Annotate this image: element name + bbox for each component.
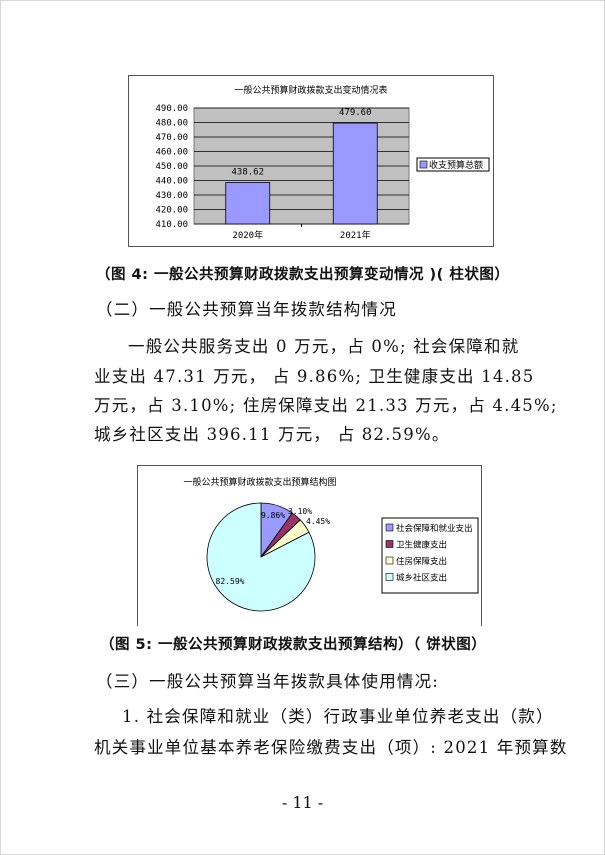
legend-label: 收支预算总额 bbox=[429, 159, 483, 171]
legend-box bbox=[416, 157, 490, 172]
data-label: 3.10% bbox=[288, 507, 312, 516]
y-tick-label: 420.00 bbox=[155, 206, 188, 216]
legend-label: 住房保障支出 bbox=[396, 556, 447, 567]
data-label: 438.62 bbox=[231, 168, 264, 178]
y-tick-label: 480.00 bbox=[155, 119, 188, 129]
legend-label: 城乡社区支出 bbox=[396, 573, 447, 584]
legend-label: 卫生健康支出 bbox=[396, 540, 447, 551]
bar-chart-title: 一般公共预算财政拨款支出变动情况表 bbox=[234, 84, 387, 96]
pie-chart-svg: 一般公共预算财政拨款支出预算结构图 9.86% 3.10%4.45% 82.59% 社… bbox=[183, 476, 479, 612]
y-tick-label: 490.00 bbox=[155, 104, 188, 114]
page-number: - 11 - bbox=[281, 793, 324, 812]
x-tick-label: 2021年 bbox=[340, 229, 371, 241]
paragraph-line: 业支出 47.31 万元， 占 9.86%; 卫生健康支出 14.85 bbox=[94, 367, 535, 386]
pie-slice bbox=[206, 502, 316, 612]
legend-swatch bbox=[385, 523, 394, 532]
y-tick-label: 460.00 bbox=[155, 148, 188, 158]
section-heading-3: （三）一般公共预算当年拨款具体使用情况: bbox=[96, 672, 440, 691]
figure-5-caption: （图 5: 一般公共预算财政拨款支出预算结构）（ 饼状图） bbox=[100, 637, 487, 653]
y-tick-label: 440.00 bbox=[155, 177, 188, 187]
data-label: 4.45% bbox=[306, 517, 330, 526]
x-tick-label: 2020年 bbox=[232, 229, 263, 241]
legend-label: 社会保障和就业支出 bbox=[396, 523, 473, 534]
bar bbox=[225, 182, 271, 225]
paragraph-line: 一般公共服务支出 0 万元，占 0%; 社会保障和就 bbox=[128, 337, 520, 356]
data-label: 82.59% bbox=[216, 577, 245, 586]
section-heading-2: （二）一般公共预算当年拨款结构情况 bbox=[96, 300, 397, 319]
legend-swatch bbox=[385, 573, 394, 581]
bar-chart-svg: 一般公共预算财政拨款支出变动情况表 410.00 420.00 430.00 440.… bbox=[155, 84, 490, 241]
paragraph-line: 机关事业单位基本养老保险缴费支出（项）: 2021 年预算数 bbox=[94, 738, 568, 757]
pie-chart-title: 一般公共预算财政拨款支出预算结构图 bbox=[183, 476, 336, 488]
legend-box bbox=[381, 517, 479, 594]
figure-4-caption: （图 4: 一般公共预算财政拨款支出预算变动情况 )( 柱状图） bbox=[96, 267, 510, 283]
bar-chart: 一般公共预算财政拨款支出变动情况表 410.00 420.00 430.00 440.… bbox=[128, 75, 494, 247]
paragraph-line: 万元，占 3.10%; 住房保障支出 21.33 万元，占 4.45%; bbox=[94, 396, 558, 415]
y-tick-label: 410.00 bbox=[155, 220, 188, 230]
paragraph-line: 1. 社会保障和就业（类）行政事业单位养老支出（款） bbox=[122, 707, 554, 726]
bar bbox=[332, 122, 378, 225]
legend-swatch bbox=[385, 556, 394, 565]
data-label: 9.86% bbox=[261, 511, 285, 520]
legend-swatch bbox=[419, 160, 428, 169]
legend-swatch bbox=[385, 540, 394, 548]
y-tick-label: 470.00 bbox=[155, 133, 188, 143]
y-tick-label: 450.00 bbox=[155, 162, 188, 172]
data-label: 479.60 bbox=[339, 108, 372, 118]
y-tick-label: 430.00 bbox=[155, 191, 188, 201]
paragraph-line: 城乡社区支出 396.11 万元， 占 82.59%。 bbox=[94, 425, 450, 444]
pie-chart: 一般公共预算财政拨款支出预算结构图 9.86% 3.10% 4.45% 82.59% 社… bbox=[137, 465, 482, 626]
